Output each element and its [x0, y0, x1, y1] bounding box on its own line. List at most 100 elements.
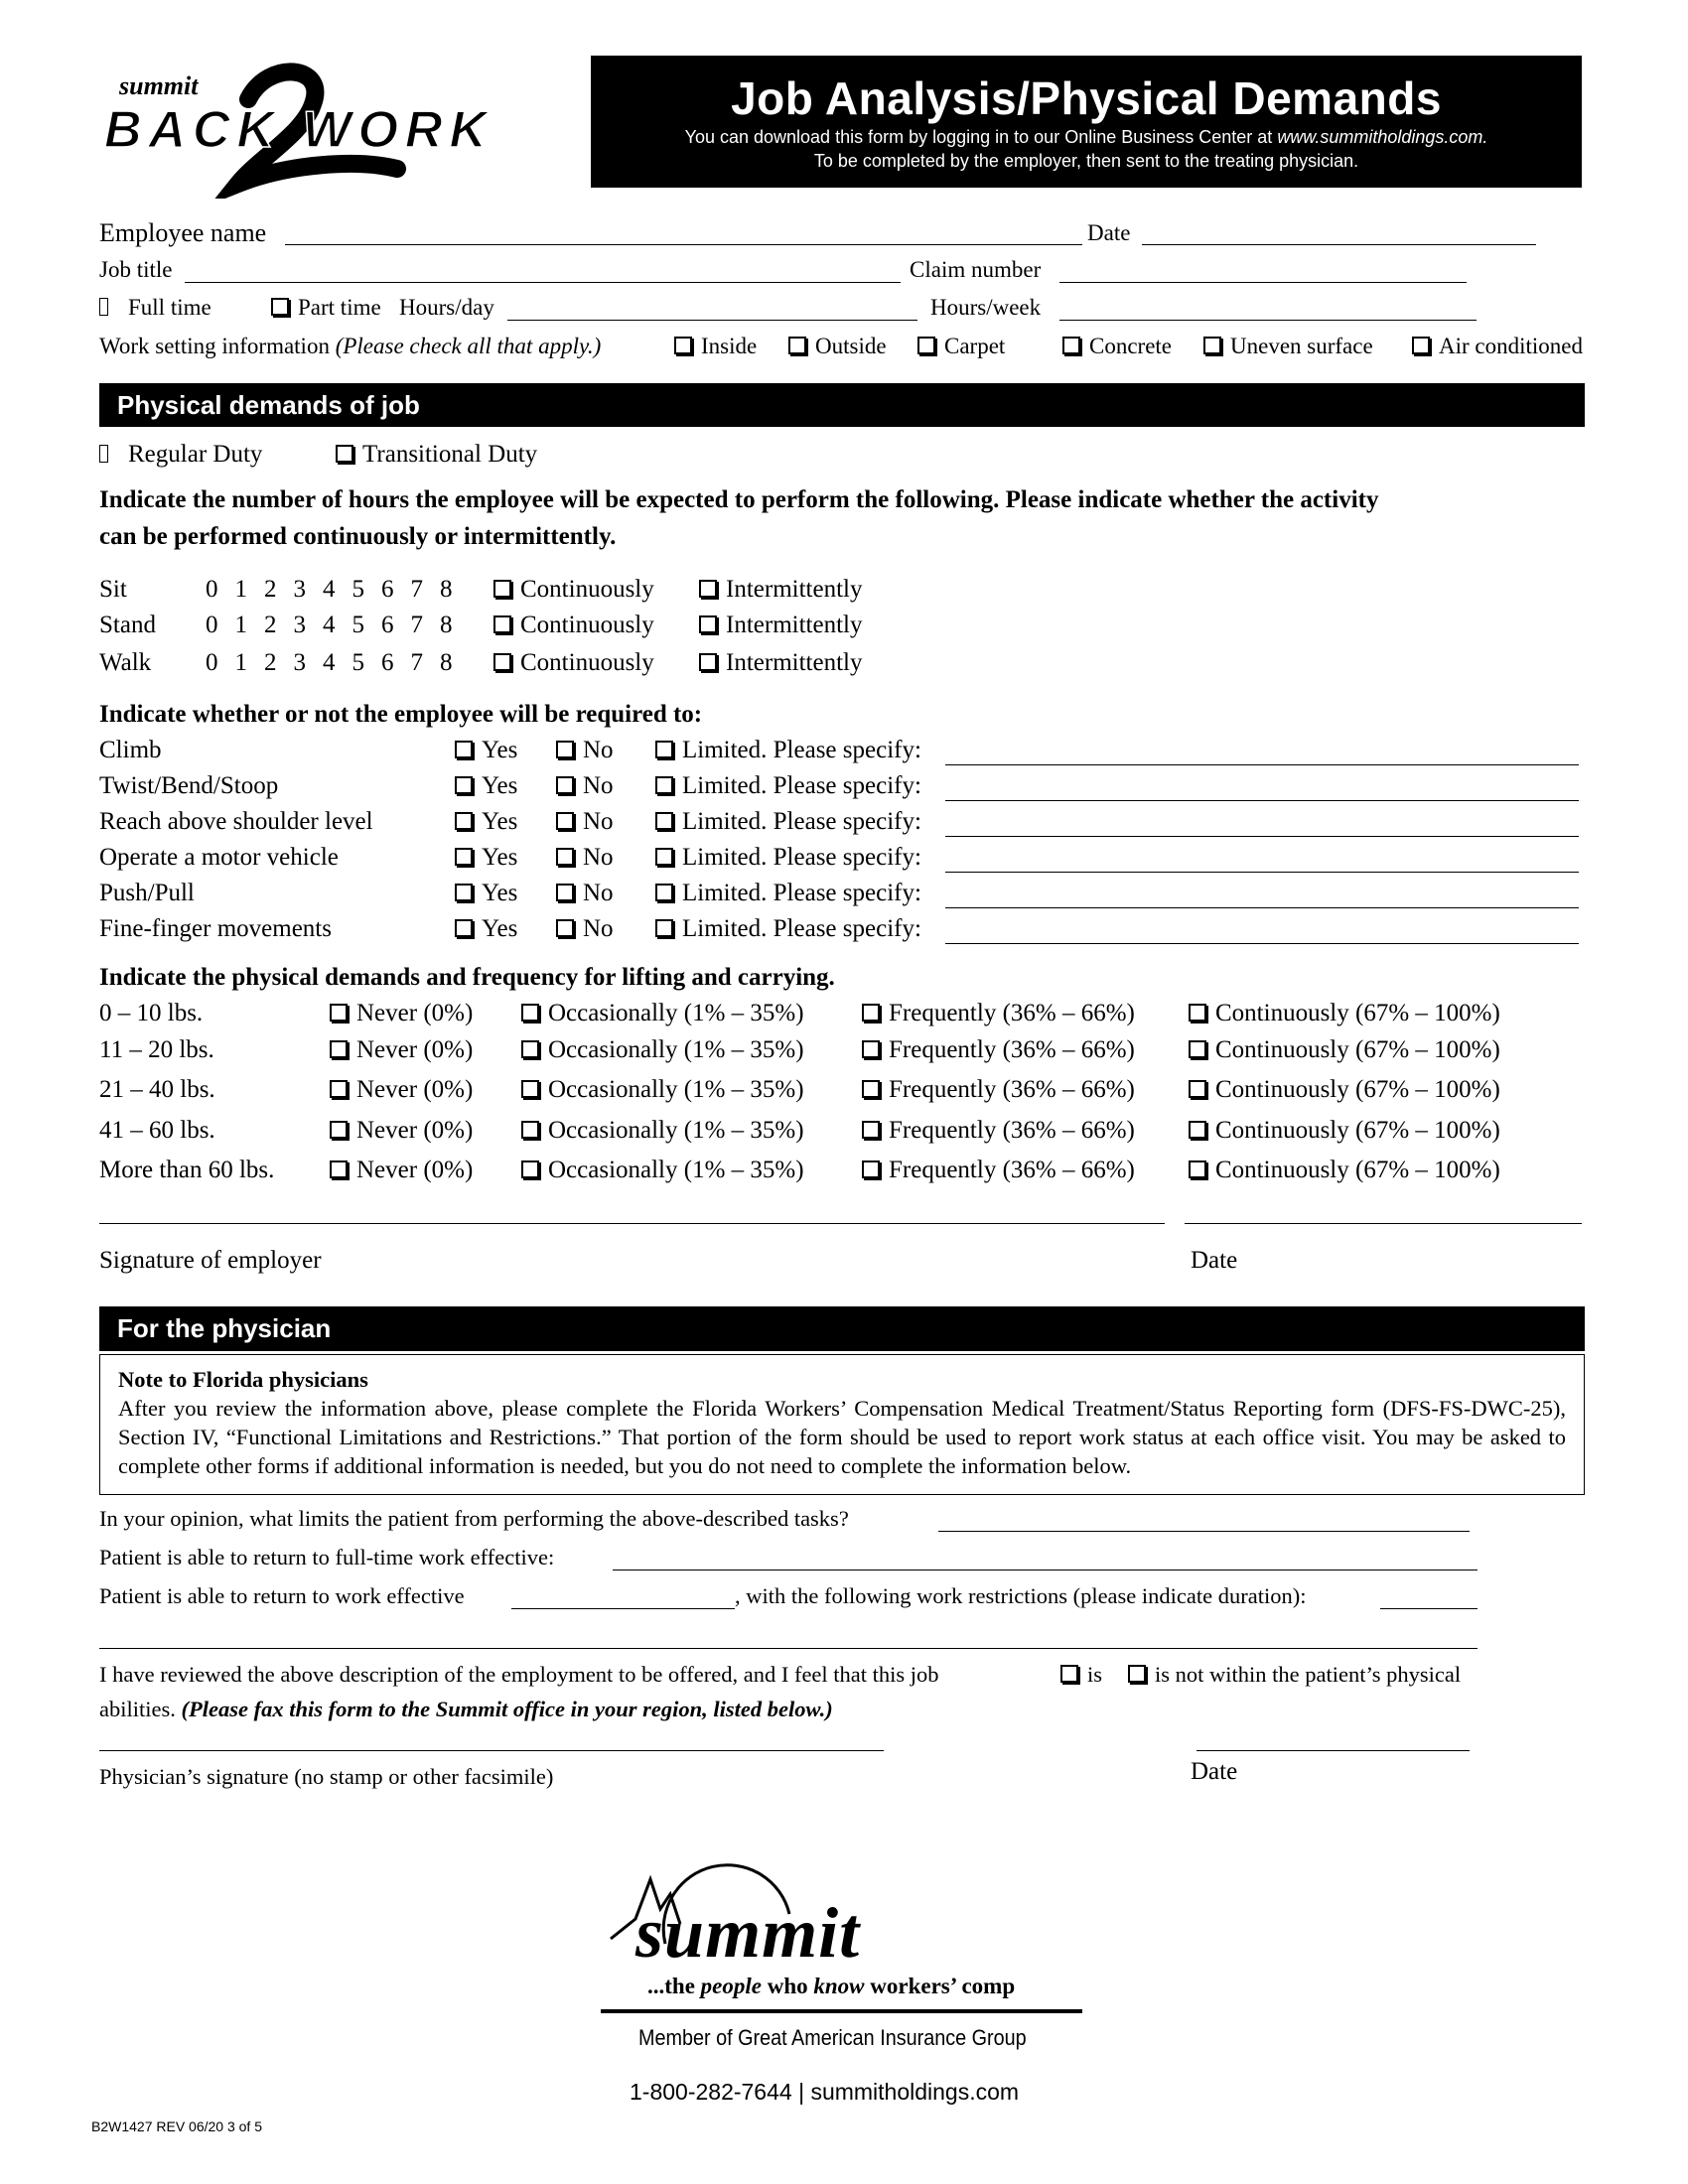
limited-checkbox[interactable]: [655, 776, 673, 794]
yes-checkbox[interactable]: [455, 776, 473, 794]
no-option[interactable]: No: [556, 737, 614, 764]
lifting-frequency-option[interactable]: Frequently (36% – 66%): [862, 1076, 1135, 1104]
no-checkbox[interactable]: [556, 812, 574, 830]
limited-specify-field[interactable]: [945, 872, 1579, 873]
lifting-frequency-option[interactable]: Occasionally (1% – 35%): [521, 1000, 804, 1027]
hours-day-field[interactable]: [507, 320, 917, 321]
hour-option[interactable]: 5: [352, 612, 365, 638]
limited-specify-field[interactable]: [945, 907, 1579, 908]
hour-option[interactable]: 1: [234, 612, 248, 638]
lifting-frequency-option[interactable]: Continuously (67% – 100%): [1189, 1117, 1500, 1145]
no-option[interactable]: No: [556, 772, 614, 800]
hour-option[interactable]: 8: [440, 612, 453, 638]
no-checkbox[interactable]: [556, 848, 574, 866]
full-time-checkbox[interactable]: [99, 298, 108, 316]
return-date-field[interactable]: [511, 1608, 735, 1609]
continuously-option[interactable]: Continuously: [493, 612, 654, 639]
limited-specify-field[interactable]: [945, 943, 1579, 944]
limited-checkbox[interactable]: [655, 919, 673, 937]
employee-name-field[interactable]: [285, 244, 1082, 245]
intermittently-checkbox[interactable]: [699, 653, 717, 671]
no-checkbox[interactable]: [556, 776, 574, 794]
lifting-frequency-option[interactable]: Frequently (36% – 66%): [862, 1000, 1135, 1027]
lifting-frequency-checkbox[interactable]: [330, 1160, 348, 1178]
hour-option[interactable]: 0: [206, 576, 218, 603]
limited-checkbox[interactable]: [655, 848, 673, 866]
lifting-frequency-option[interactable]: Never (0%): [330, 1117, 473, 1145]
setting-checkbox[interactable]: [674, 337, 692, 354]
date-field[interactable]: [1142, 244, 1536, 245]
limited-checkbox[interactable]: [655, 741, 673, 758]
physician-date-field[interactable]: [1196, 1750, 1470, 1751]
lifting-frequency-checkbox[interactable]: [521, 1004, 539, 1022]
yes-checkbox[interactable]: [455, 848, 473, 866]
yes-option[interactable]: Yes: [455, 880, 517, 907]
continuously-checkbox[interactable]: [493, 615, 511, 633]
no-option[interactable]: No: [556, 915, 614, 943]
hour-option[interactable]: 6: [381, 576, 394, 603]
setting-option[interactable]: Carpet: [917, 334, 1005, 359]
is-checkbox[interactable]: [1060, 1665, 1078, 1683]
hour-option[interactable]: 1: [234, 576, 248, 603]
lifting-frequency-checkbox[interactable]: [521, 1080, 539, 1098]
setting-checkbox[interactable]: [917, 337, 935, 354]
yes-option[interactable]: Yes: [455, 737, 517, 764]
setting-option[interactable]: Inside: [674, 334, 757, 359]
yes-checkbox[interactable]: [455, 812, 473, 830]
hour-option[interactable]: 3: [293, 576, 307, 603]
setting-checkbox[interactable]: [788, 337, 806, 354]
restrictions-field[interactable]: [1380, 1608, 1477, 1609]
job-title-field[interactable]: [185, 282, 901, 283]
lifting-frequency-option[interactable]: Occasionally (1% – 35%): [521, 1076, 804, 1104]
setting-checkbox[interactable]: [1203, 337, 1221, 354]
hour-option[interactable]: 1: [234, 649, 248, 676]
hour-option[interactable]: 6: [381, 612, 394, 638]
claim-number-field[interactable]: [1059, 282, 1467, 283]
limited-option[interactable]: Limited. Please specify:: [655, 772, 921, 800]
intermittently-option[interactable]: Intermittently: [699, 649, 862, 677]
continuously-option[interactable]: Continuously: [493, 649, 654, 677]
lifting-frequency-checkbox[interactable]: [1189, 1121, 1206, 1139]
no-option[interactable]: No: [556, 844, 614, 872]
is-not-checkbox[interactable]: [1128, 1665, 1146, 1683]
lifting-frequency-option[interactable]: Never (0%): [330, 1036, 473, 1064]
restrictions-field-continued[interactable]: [99, 1648, 1477, 1649]
intermittently-option[interactable]: Intermittently: [699, 576, 862, 604]
lifting-frequency-checkbox[interactable]: [862, 1160, 880, 1178]
opinion-field[interactable]: [938, 1531, 1470, 1532]
no-checkbox[interactable]: [556, 919, 574, 937]
no-option[interactable]: No: [556, 808, 614, 836]
lifting-frequency-option[interactable]: Never (0%): [330, 1000, 473, 1027]
yes-checkbox[interactable]: [455, 919, 473, 937]
lifting-frequency-option[interactable]: Never (0%): [330, 1157, 473, 1184]
setting-option[interactable]: Concrete: [1062, 334, 1172, 359]
hour-option[interactable]: 7: [410, 649, 424, 676]
hour-option[interactable]: 2: [264, 576, 277, 603]
lifting-frequency-option[interactable]: Never (0%): [330, 1076, 473, 1104]
website-link[interactable]: www.summitholdings.com.: [1277, 127, 1488, 147]
full-time-option[interactable]: Full time: [99, 295, 211, 321]
physician-signature-field[interactable]: [99, 1750, 884, 1751]
lifting-frequency-option[interactable]: Continuously (67% – 100%): [1189, 1036, 1500, 1064]
hour-option[interactable]: 4: [323, 649, 336, 676]
hour-option[interactable]: 5: [352, 649, 365, 676]
yes-option[interactable]: Yes: [455, 772, 517, 800]
limited-specify-field[interactable]: [945, 836, 1579, 837]
setting-option[interactable]: Uneven surface: [1203, 334, 1373, 359]
yes-option[interactable]: Yes: [455, 844, 517, 872]
lifting-frequency-checkbox[interactable]: [862, 1121, 880, 1139]
lifting-frequency-checkbox[interactable]: [1189, 1040, 1206, 1058]
lifting-frequency-checkbox[interactable]: [1189, 1080, 1206, 1098]
hour-option[interactable]: 3: [293, 612, 307, 638]
lifting-frequency-checkbox[interactable]: [330, 1004, 348, 1022]
limited-option[interactable]: Limited. Please specify:: [655, 915, 921, 943]
employer-date-field[interactable]: [1185, 1223, 1582, 1224]
lifting-frequency-option[interactable]: Frequently (36% – 66%): [862, 1117, 1135, 1145]
hour-option[interactable]: 4: [323, 576, 336, 603]
hour-option[interactable]: 7: [410, 612, 424, 638]
setting-checkbox[interactable]: [1412, 337, 1430, 354]
limited-option[interactable]: Limited. Please specify:: [655, 737, 921, 764]
intermittently-option[interactable]: Intermittently: [699, 612, 862, 639]
yes-option[interactable]: Yes: [455, 808, 517, 836]
hour-option[interactable]: 7: [410, 576, 424, 603]
